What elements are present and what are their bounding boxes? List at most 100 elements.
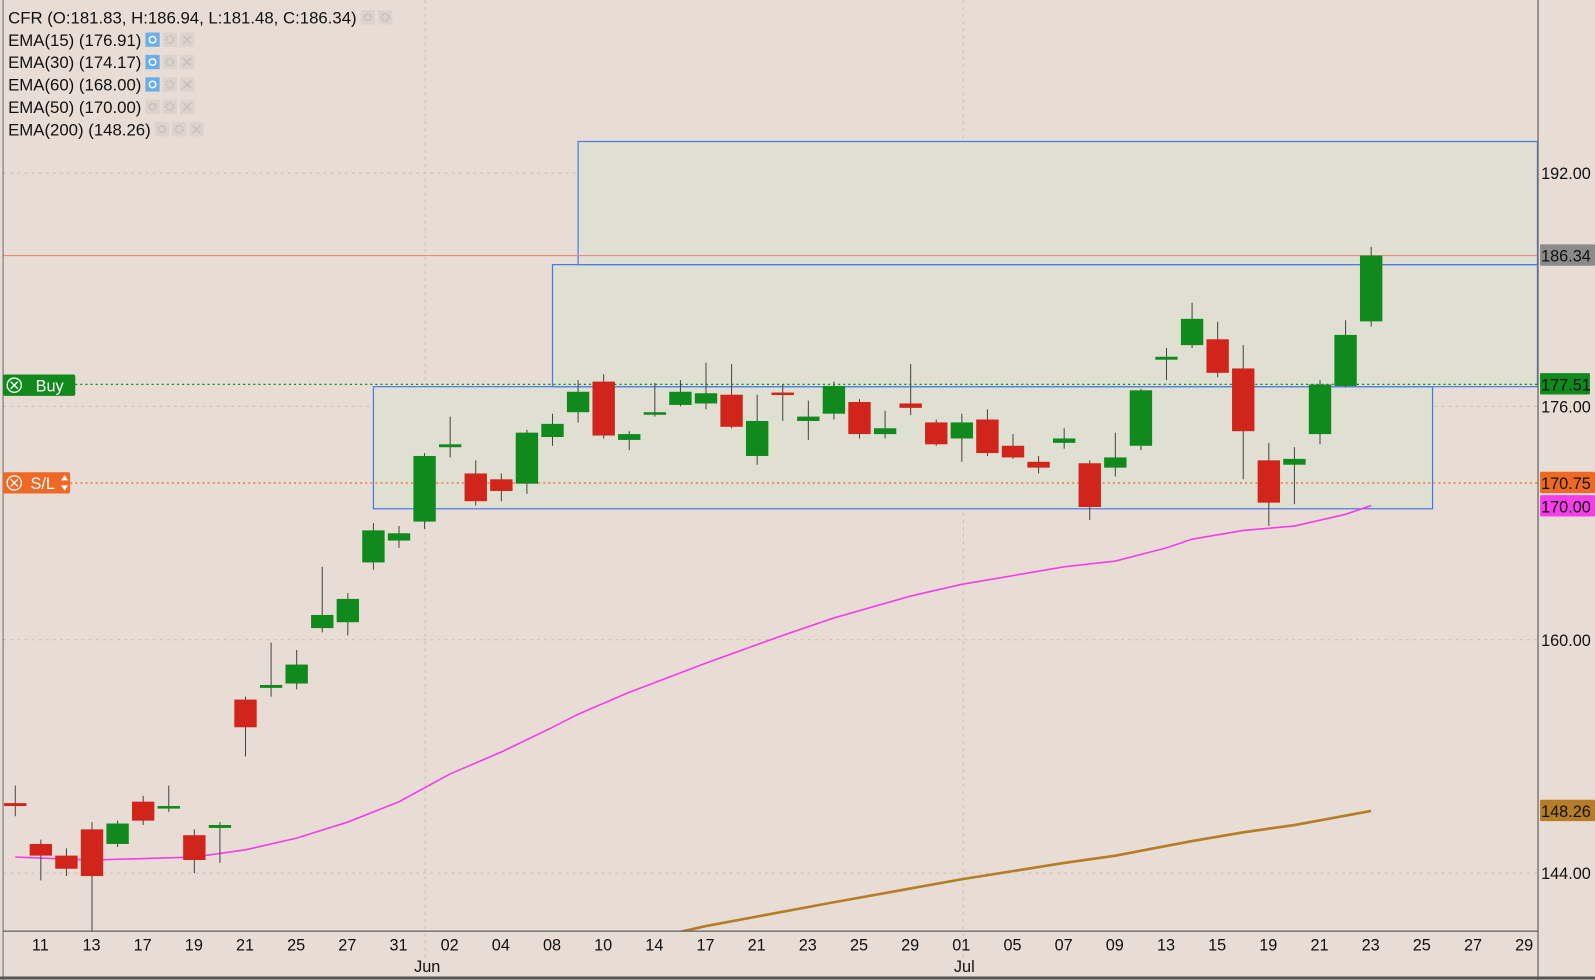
candle-body	[720, 394, 743, 427]
candle	[234, 696, 257, 757]
candle-body	[566, 391, 590, 413]
candle	[694, 362, 718, 410]
time-axis[interactable]: 11 13 17 19 21 25 27 31 02 04 08 10 14 17 21 23 25 29 01 05…	[32, 936, 1533, 975]
date-tick-label: 05	[1003, 936, 1021, 954]
candle-body	[106, 823, 129, 844]
candle-body	[234, 699, 257, 728]
candle	[1078, 460, 1101, 521]
candle	[4, 785, 27, 817]
price-tick-label: 176.00	[1541, 398, 1591, 416]
date-tick-label: 21	[236, 936, 254, 954]
date-tick-label: 10	[594, 936, 612, 954]
candle	[976, 409, 999, 456]
date-tick-label: 23	[1362, 936, 1380, 954]
candle	[387, 525, 411, 548]
ema200-price-tag-bg	[1540, 799, 1595, 822]
ema200-price-tag: 148.26	[1541, 803, 1591, 821]
gear-icon-button[interactable]	[162, 32, 177, 47]
gear-icon-button[interactable]	[162, 99, 177, 114]
buy-order-label-bg[interactable]	[3, 374, 76, 396]
candle-body	[29, 843, 53, 856]
candle	[1104, 432, 1127, 477]
date-tick-label: 04	[492, 936, 510, 954]
candle-body	[976, 419, 999, 454]
eye-icon-button[interactable]	[145, 99, 160, 114]
candle	[515, 429, 539, 494]
candle-body	[464, 473, 487, 502]
candle	[925, 419, 948, 446]
candle	[1027, 455, 1050, 474]
price-lines	[3, 255, 1539, 484]
candle	[669, 380, 692, 407]
stoploss-label: S/L	[31, 475, 55, 493]
candle	[720, 364, 743, 429]
gear-icon-button[interactable]	[172, 122, 187, 137]
ema50-line	[15, 504, 1372, 861]
stoploss-adjust-arrows-icon[interactable]	[61, 475, 69, 491]
candle-body	[1359, 255, 1383, 322]
ema200-line	[677, 809, 1372, 932]
legend-ema50: EMA(50) (170.00)	[8, 98, 141, 117]
candle	[464, 460, 487, 506]
candle-body	[387, 533, 411, 541]
legend-ema60: EMA(60) (168.00)	[8, 76, 141, 95]
candle-body	[1180, 318, 1204, 346]
date-tick-label: 13	[1157, 936, 1175, 954]
candle-body	[1001, 445, 1025, 458]
candle	[822, 381, 846, 420]
eye-icon-button[interactable]	[145, 54, 160, 70]
stoploss-order-marker[interactable]: S/L	[3, 472, 71, 494]
cancel-order-icon[interactable]	[6, 377, 23, 393]
date-tick-label: 23	[799, 936, 817, 954]
candle-body	[873, 428, 897, 435]
cancel-order-icon[interactable]	[6, 475, 23, 491]
candle	[438, 416, 462, 458]
close-icon	[182, 79, 192, 90]
rectangle-drawing[interactable]	[551, 263, 1539, 388]
candle	[1052, 428, 1076, 449]
close-icon	[10, 381, 19, 390]
date-tick-label: 14	[645, 936, 663, 954]
date-tick-label: 29	[1515, 936, 1533, 954]
gear-icon-button[interactable]	[162, 54, 177, 70]
candle	[618, 431, 641, 451]
candle-body	[822, 385, 846, 414]
gear-icon-button[interactable]	[377, 10, 393, 25]
gear-icon	[174, 124, 184, 134]
eye-icon	[148, 58, 157, 67]
rectangle-drawing[interactable]	[577, 140, 1539, 266]
candle	[259, 642, 283, 697]
candle-body	[515, 432, 539, 484]
candle-body	[771, 392, 794, 396]
eye-icon	[148, 102, 157, 111]
candle	[873, 410, 897, 439]
candle-body	[362, 530, 385, 563]
eye-icon	[363, 13, 372, 22]
price-axis[interactable]: 192.00 176.00 160.00 144.00 170.75 170.00 177.…	[1540, 165, 1595, 883]
close-icon	[10, 478, 19, 487]
candle	[311, 566, 334, 633]
close-icon	[182, 57, 192, 67]
buy-price-tag-bg	[1540, 373, 1590, 395]
date-tick-label: 25	[850, 936, 868, 954]
candle-body	[592, 381, 615, 436]
ema50-price-tag-bg	[1540, 495, 1595, 517]
eye-icon-button[interactable]	[360, 10, 375, 25]
stoploss-price-tag-bg	[1540, 471, 1595, 494]
gear-icon	[165, 102, 175, 112]
buy-order-label: Buy	[36, 377, 65, 395]
buy-order-marker[interactable]: Buy	[3, 374, 76, 396]
date-tick-label: 21	[1310, 936, 1328, 954]
candle	[643, 383, 667, 417]
date-tick-label: 17	[696, 936, 714, 954]
eye-icon-button[interactable]	[145, 77, 160, 92]
candle-body	[669, 391, 692, 405]
drawings[interactable]	[372, 140, 1539, 510]
date-tick-label: 08	[543, 936, 561, 954]
eye-icon-button[interactable]	[154, 122, 169, 137]
eye-icon-button[interactable]	[145, 32, 160, 47]
candle-body	[797, 416, 820, 421]
date-tick-label: 27	[1464, 936, 1482, 954]
gear-icon-button[interactable]	[162, 77, 177, 92]
